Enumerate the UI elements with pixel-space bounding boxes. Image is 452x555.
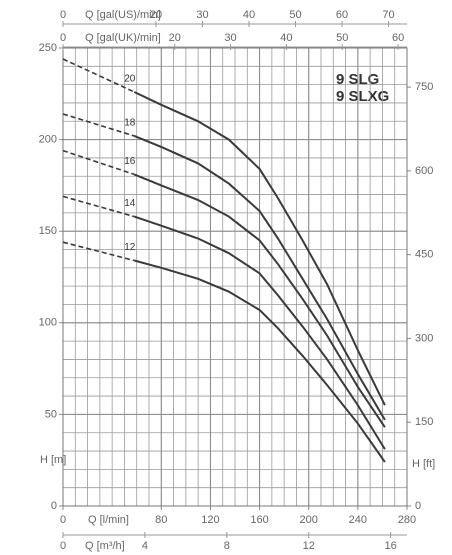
y-tick-label: 0 [51, 500, 57, 512]
x-tick-label: 0 [60, 514, 66, 526]
axis-tick-label: 16 [384, 540, 396, 552]
axis-tick-label: 30 [224, 32, 236, 44]
y2-tick-label: 750 [415, 81, 433, 93]
axis-label: Q [gal(US)/min] [85, 9, 161, 21]
axis-tick-label: 8 [224, 540, 230, 552]
y2-tick-label: 600 [415, 165, 433, 177]
axis-tick-label: 60 [392, 32, 404, 44]
x-tick-label: 240 [349, 514, 367, 526]
y-axis-label: H [m] [40, 454, 66, 466]
axis-tick-label: 50 [289, 9, 301, 21]
axis-tick-label: 20 [150, 9, 162, 21]
y2-tick-label: 300 [415, 332, 433, 344]
curve-extrapolated [62, 149, 135, 176]
x-axis-label: Q [l/min] [88, 514, 129, 526]
chart-title: 9 SLXG [336, 88, 389, 105]
curve-extrapolated [62, 195, 135, 218]
axis-tick-label: 40 [243, 9, 255, 21]
curve-label: 12 [124, 242, 136, 253]
axis-tick-label: 60 [336, 9, 348, 21]
curve-label: 18 [124, 118, 136, 129]
y2-tick-label: 0 [415, 500, 421, 512]
axis-tick-label: 0 [60, 540, 66, 552]
curve [133, 215, 386, 450]
curve-label: 16 [124, 156, 136, 167]
axis-tick-label: 4 [142, 540, 148, 552]
axis-tick-label: 30 [196, 9, 208, 21]
curve [133, 173, 386, 428]
plot-border [62, 47, 408, 507]
curve-label: 14 [124, 198, 136, 209]
axis-tick-label: 0 [60, 32, 66, 44]
curve [133, 91, 386, 406]
x-tick-label: 280 [398, 514, 416, 526]
axis-tick-label: 50 [336, 32, 348, 44]
axis-tick-label: 0 [60, 9, 66, 21]
axis-label: Q [gal(UK)/min] [85, 32, 161, 44]
curve-label: 20 [124, 74, 136, 85]
y-tick-label: 50 [45, 408, 57, 420]
y2-axis-label: H [ft] [412, 458, 435, 470]
curve-extrapolated [62, 241, 135, 262]
y-tick-label: 250 [39, 42, 57, 54]
axis-tick-label: 20 [169, 32, 181, 44]
y-tick-label: 200 [39, 134, 57, 146]
y-tick-label: 100 [39, 317, 57, 329]
y-tick-label: 150 [39, 225, 57, 237]
y2-tick-label: 450 [415, 249, 433, 261]
x-tick-label: 80 [155, 514, 167, 526]
curve [133, 259, 386, 463]
axis-tick-label: 12 [303, 540, 315, 552]
axis-tick-label: 40 [280, 32, 292, 44]
curve-extrapolated [62, 58, 135, 93]
x-tick-label: 120 [201, 514, 219, 526]
x-tick-label: 160 [250, 514, 268, 526]
x-tick-label: 200 [300, 514, 318, 526]
curve-extrapolated [62, 113, 135, 137]
axis-label: Q [m³/h] [85, 540, 125, 552]
axis-tick-label: 70 [382, 9, 394, 21]
y2-tick-label: 150 [415, 416, 433, 428]
curve [133, 135, 386, 421]
